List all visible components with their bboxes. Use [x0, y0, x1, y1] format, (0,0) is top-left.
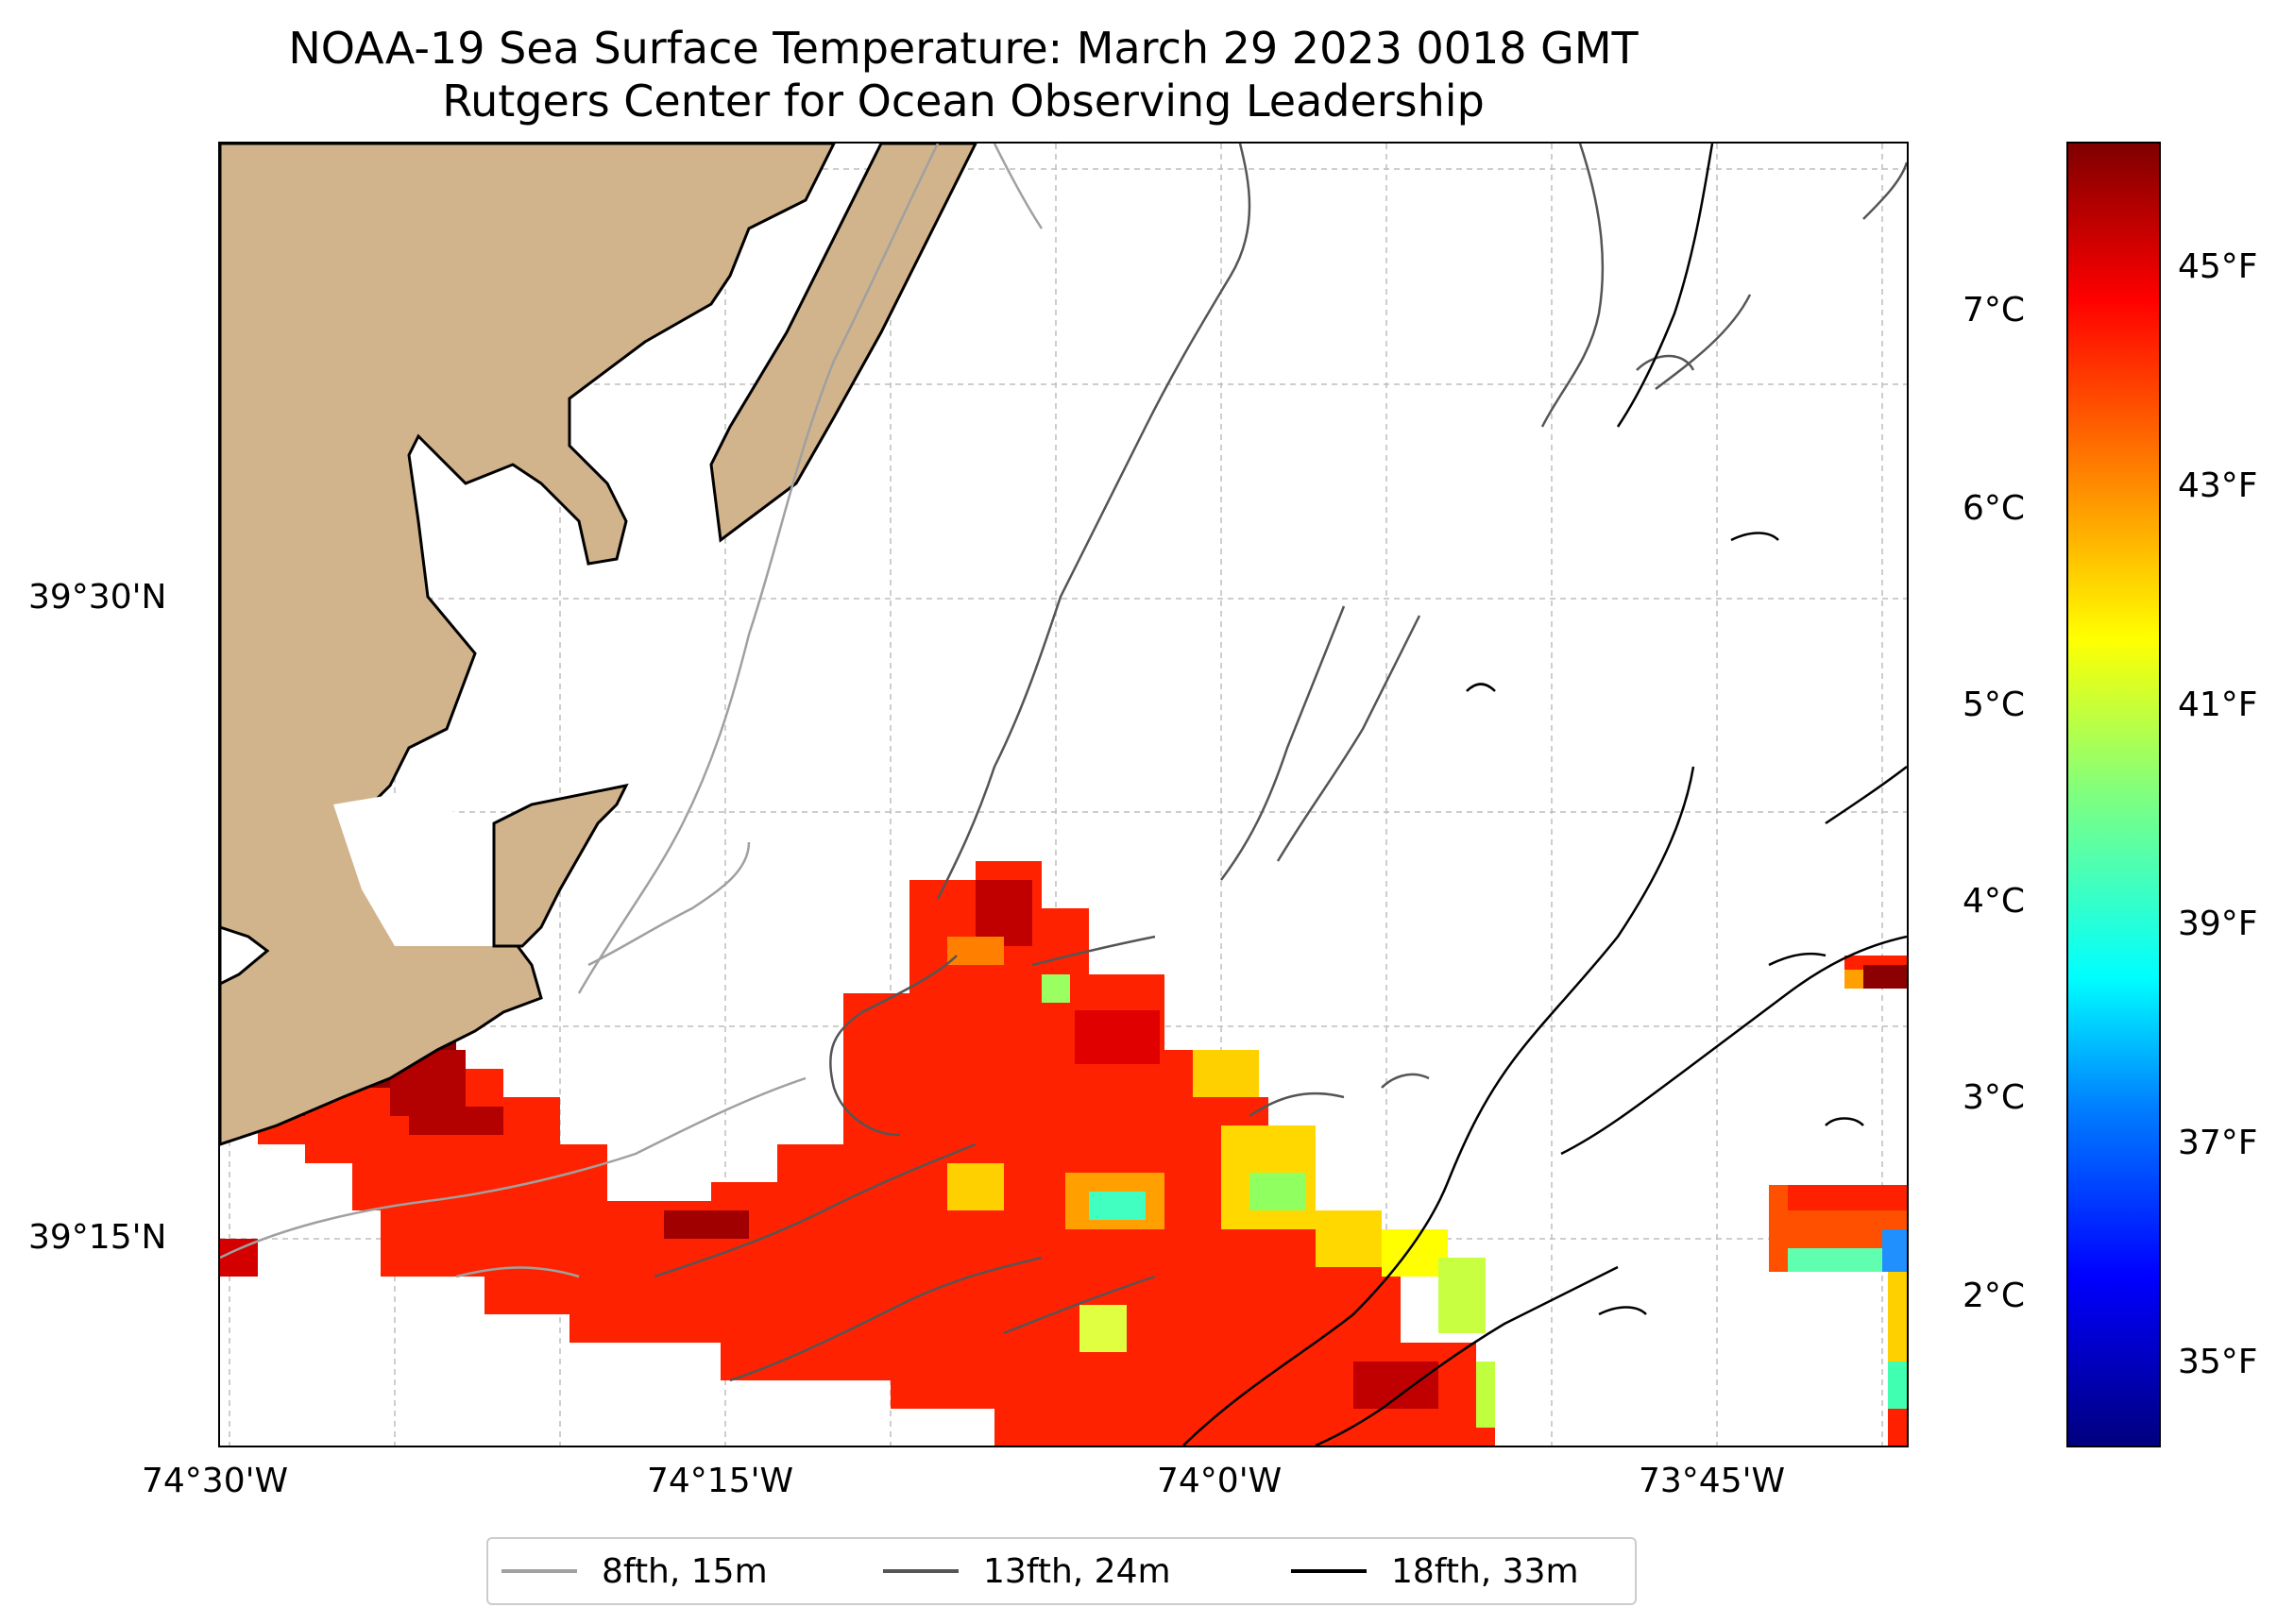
legend-swatch [883, 1569, 959, 1573]
celsius-tick: 3°C [1963, 1078, 2026, 1117]
legend-item-8fth: 8fth, 15m [501, 1539, 768, 1603]
legend-label: 8fth, 15m [602, 1551, 768, 1591]
x-tick-label: 74°30'W [142, 1462, 289, 1500]
y-tick-label: 39°15'N [28, 1218, 167, 1257]
celsius-tick: 4°C [1963, 882, 2026, 921]
isobath-legend: 8fth, 15m 13fth, 24m 18fth, 33m [486, 1537, 1637, 1605]
temperature-colorbar [2066, 142, 2161, 1447]
fahrenheit-tick: 43°F [2178, 466, 2258, 505]
isobath-8fth [220, 144, 1044, 1278]
x-tick-label: 74°0'W [1157, 1462, 1283, 1500]
legend-swatch [501, 1569, 577, 1573]
map-panel [218, 142, 1909, 1447]
legend-swatch [1291, 1569, 1367, 1573]
fahrenheit-tick: 35°F [2178, 1343, 2258, 1381]
legend-label: 18fth, 33m [1391, 1551, 1579, 1591]
fahrenheit-tick: 41°F [2178, 685, 2258, 724]
legend-item-13fth: 13fth, 24m [883, 1539, 1171, 1603]
celsius-tick: 6°C [1963, 489, 2026, 528]
x-tick-label: 73°45'W [1639, 1462, 1786, 1500]
isobath-13fth [654, 144, 1907, 1382]
celsius-tick: 5°C [1963, 685, 2026, 724]
isobath-18fth [1182, 144, 1907, 1446]
fahrenheit-tick: 37°F [2178, 1124, 2258, 1162]
celsius-tick: 7°C [1963, 291, 2026, 330]
legend-item-18fth: 18fth, 33m [1291, 1539, 1579, 1603]
map-canvas [220, 144, 1907, 1446]
chart-subtitle: Rutgers Center for Ocean Observing Leade… [442, 76, 1485, 127]
y-tick-label: 39°30'N [28, 578, 167, 617]
chart-title: NOAA-19 Sea Surface Temperature: March 2… [288, 23, 1639, 74]
fahrenheit-tick: 45°F [2178, 247, 2258, 286]
x-tick-label: 74°15'W [647, 1462, 794, 1500]
fahrenheit-tick: 39°F [2178, 905, 2258, 943]
celsius-tick: 2°C [1963, 1277, 2026, 1315]
legend-label: 13fth, 24m [983, 1551, 1171, 1591]
